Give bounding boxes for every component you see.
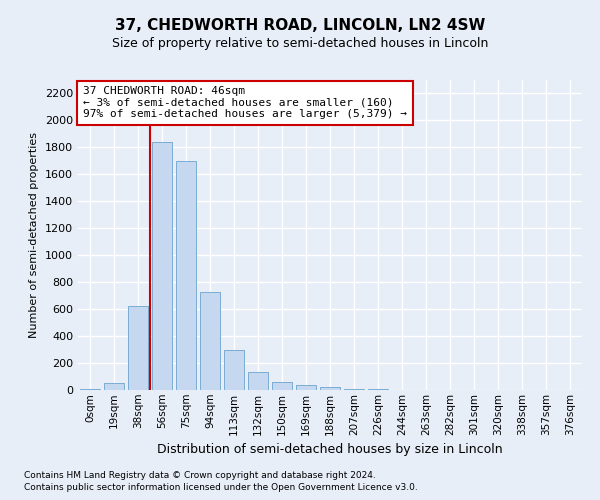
Text: Contains public sector information licensed under the Open Government Licence v3: Contains public sector information licen…	[24, 484, 418, 492]
Bar	[104, 384, 124, 390]
Bar	[200, 292, 220, 390]
Bar	[272, 382, 292, 390]
Bar	[224, 350, 244, 390]
Bar	[296, 384, 316, 390]
Text: Contains HM Land Registry data © Crown copyright and database right 2024.: Contains HM Land Registry data © Crown c…	[24, 471, 376, 480]
Y-axis label: Number of semi-detached properties: Number of semi-detached properties	[29, 132, 40, 338]
Bar	[176, 161, 196, 390]
Bar	[152, 142, 172, 390]
Bar	[344, 388, 364, 390]
Bar	[320, 388, 340, 390]
Text: Size of property relative to semi-detached houses in Lincoln: Size of property relative to semi-detach…	[112, 38, 488, 51]
X-axis label: Distribution of semi-detached houses by size in Lincoln: Distribution of semi-detached houses by …	[157, 443, 503, 456]
Bar	[248, 372, 268, 390]
Text: 37, CHEDWORTH ROAD, LINCOLN, LN2 4SW: 37, CHEDWORTH ROAD, LINCOLN, LN2 4SW	[115, 18, 485, 32]
Bar	[128, 306, 148, 390]
Text: 37 CHEDWORTH ROAD: 46sqm
← 3% of semi-detached houses are smaller (160)
97% of s: 37 CHEDWORTH ROAD: 46sqm ← 3% of semi-de…	[83, 86, 407, 120]
Bar	[80, 388, 100, 390]
